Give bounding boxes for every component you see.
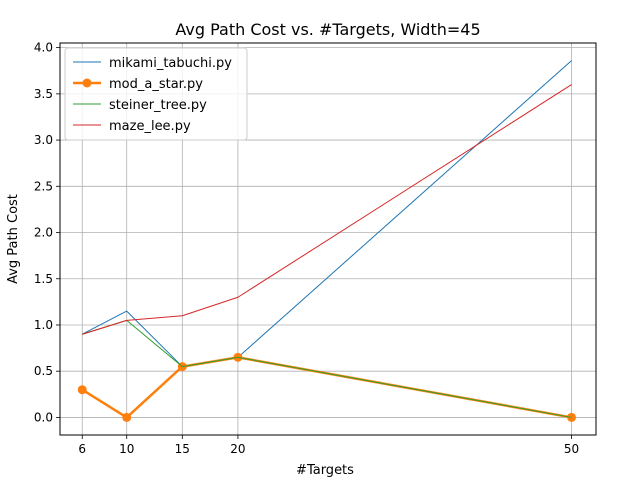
legend-label: mikami_tabuchi.py	[109, 56, 232, 71]
y-tick-label: 3.0	[34, 133, 53, 147]
legend-label: maze_lee.py	[109, 119, 191, 134]
y-tick-label: 4.0	[34, 41, 53, 55]
x-tick-label: 20	[230, 442, 245, 456]
y-tick-label: 0.5	[34, 364, 53, 378]
legend-label: mod_a_star.py	[109, 77, 203, 92]
y-tick-label: 2.0	[34, 226, 53, 240]
legend-label: steiner_tree.py	[109, 98, 207, 113]
x-tick-label: 10	[119, 442, 134, 456]
data-point	[122, 412, 132, 422]
series-layer	[77, 60, 577, 422]
series-line-3	[82, 84, 572, 335]
y-tick-label: 1.5	[34, 272, 53, 286]
legend-box	[64, 47, 248, 141]
y-tick-label: 3.5	[34, 87, 53, 101]
x-tick-label: 6	[78, 442, 86, 456]
x-axis-label: #Targets	[296, 463, 354, 478]
plot-frame	[59, 42, 597, 436]
legend-marker	[82, 78, 92, 88]
x-tick-label: 15	[175, 442, 190, 456]
y-axis-label: Avg Path Cost	[6, 194, 21, 284]
ticks: 6 10 15 20 50 0.0 0.5 1.0 1.5 2.0 2.5 3.0 3.5 4.0	[34, 41, 579, 456]
legend: mikami_tabuchi.py mod_a_star.py steiner_tr…	[64, 47, 248, 141]
y-tick-label: 1.0	[34, 318, 53, 332]
data-point	[77, 385, 87, 395]
y-tick-label: 0.0	[34, 410, 53, 424]
x-tick-label: 50	[564, 442, 579, 456]
y-tick-label: 2.5	[34, 179, 53, 193]
chart-title: Avg Path Cost vs. #Targets, Width=45	[175, 20, 480, 39]
